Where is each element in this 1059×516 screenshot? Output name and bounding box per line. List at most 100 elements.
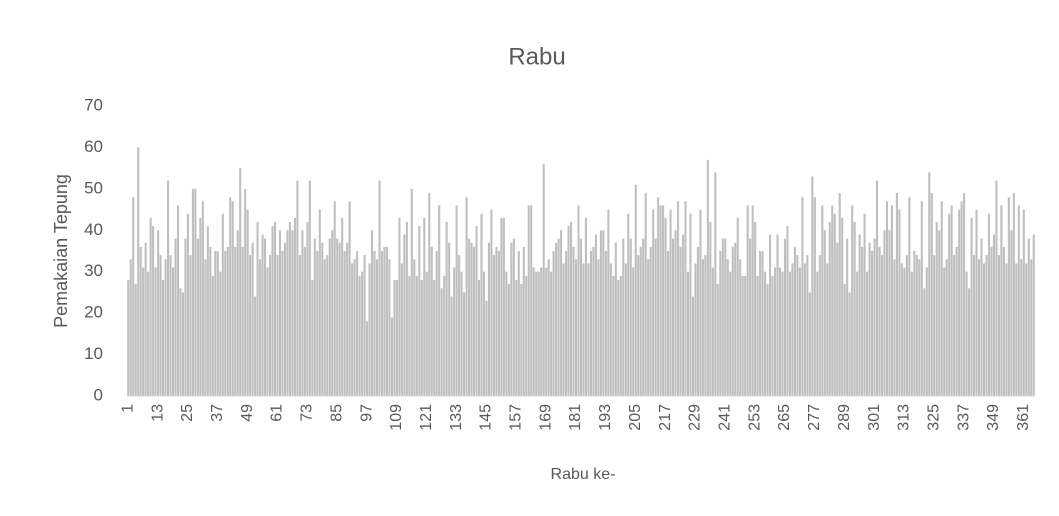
x-tick-label: 25: [179, 404, 196, 422]
bar: [619, 275, 622, 396]
bar: [806, 255, 809, 396]
bar: [796, 255, 799, 396]
bar: [487, 242, 491, 396]
x-tick-label: 277: [806, 404, 823, 431]
bar: [963, 193, 966, 396]
bar: [776, 234, 779, 396]
bar: [987, 213, 991, 396]
bar: [756, 275, 759, 396]
bar: [612, 275, 615, 396]
bar: [1005, 263, 1008, 396]
bar: [584, 217, 588, 396]
bar: [226, 246, 229, 396]
x-tick-label: 61: [269, 404, 286, 422]
bar: [388, 259, 391, 396]
bar: [910, 271, 913, 396]
bar: [560, 230, 563, 396]
bar: [281, 251, 284, 396]
bar: [157, 230, 160, 396]
bar: [711, 267, 714, 396]
bar: [393, 280, 396, 396]
bar: [801, 197, 804, 396]
bar: [440, 288, 443, 396]
bar: [875, 180, 879, 396]
bar: [361, 271, 364, 396]
bar: [657, 197, 660, 396]
bar: [485, 300, 488, 396]
bar: [154, 267, 157, 396]
bar: [515, 280, 518, 396]
bar: [356, 251, 359, 396]
bar: [726, 259, 729, 396]
bar: [938, 230, 941, 396]
x-tick-label: 73: [299, 404, 316, 422]
bar: [853, 222, 856, 396]
bar: [445, 222, 448, 396]
bar: [955, 246, 958, 396]
bar: [398, 217, 401, 396]
bar: [773, 267, 777, 396]
x-tick-label: 337: [955, 404, 972, 431]
x-tick-label: 13: [149, 404, 166, 422]
bar: [719, 251, 722, 396]
bar: [918, 259, 921, 396]
bar: [769, 234, 772, 396]
bar: [629, 238, 632, 396]
bar: [592, 246, 595, 396]
bar: [273, 222, 277, 396]
bar: [477, 280, 481, 396]
bar: [221, 213, 224, 396]
bar: [261, 234, 264, 396]
bar: [589, 251, 592, 396]
bar: [928, 172, 931, 396]
bar: [751, 205, 754, 396]
bar: [375, 259, 379, 396]
bar: [497, 251, 500, 396]
bar: [841, 217, 844, 396]
bar: [734, 242, 737, 396]
bar: [574, 259, 578, 396]
bar: [706, 159, 709, 396]
bar: [450, 296, 453, 396]
bar: [264, 238, 267, 396]
bar: [614, 242, 617, 396]
bar: [766, 284, 769, 396]
bar: [808, 292, 811, 396]
x-tick-label: 193: [597, 404, 614, 431]
bar: [331, 230, 334, 396]
bar: [313, 238, 316, 396]
bar: [923, 288, 926, 396]
bar: [525, 275, 528, 396]
bar: [239, 168, 242, 396]
bar: [960, 201, 963, 396]
bar: [463, 292, 466, 396]
bar: [527, 205, 530, 396]
bar: [577, 205, 580, 396]
bar: [565, 251, 568, 396]
bar: [816, 271, 819, 396]
bar: [833, 213, 836, 396]
bar: [159, 255, 162, 396]
bar: [502, 217, 505, 396]
x-tick-label: 37: [209, 404, 226, 422]
bar: [448, 242, 451, 396]
bar: [318, 209, 321, 396]
bar: [826, 263, 829, 396]
bar: [798, 267, 801, 396]
bar: [251, 242, 254, 396]
bar: [1022, 209, 1025, 396]
bar: [326, 255, 329, 396]
bar: [754, 222, 757, 396]
bar: [201, 201, 204, 396]
x-tick-label: 121: [418, 404, 435, 431]
bar: [791, 263, 794, 396]
bar: [278, 230, 282, 396]
x-tick-label: 157: [508, 404, 525, 431]
bar: [495, 246, 498, 396]
x-tick-label: 1: [119, 404, 136, 413]
bar: [843, 284, 846, 396]
bar: [545, 267, 548, 396]
bar: [863, 213, 866, 396]
bar: [880, 255, 884, 396]
x-tick-label: 241: [717, 404, 734, 431]
